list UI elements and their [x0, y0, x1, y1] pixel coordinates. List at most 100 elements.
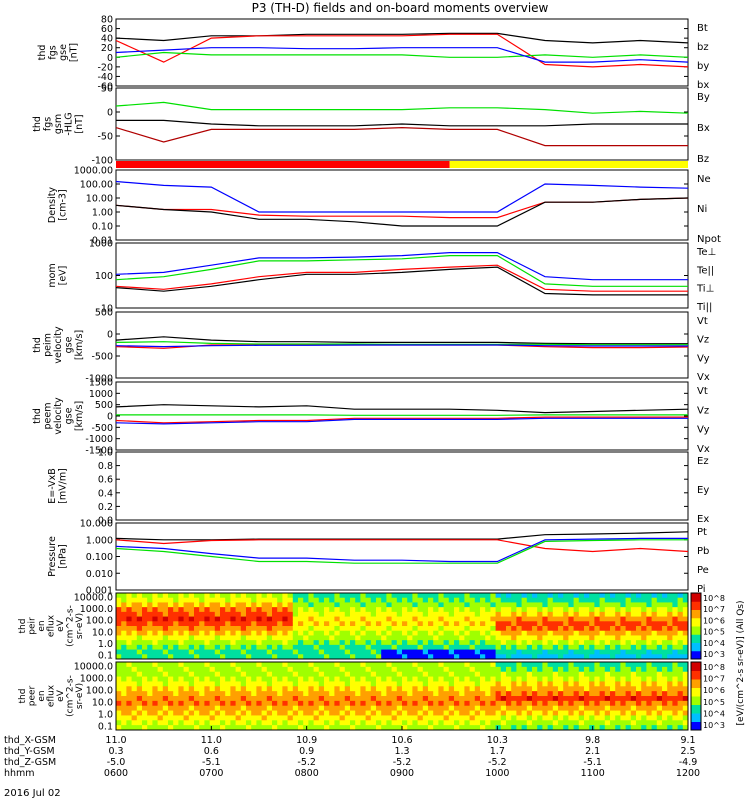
- heat-cell: [417, 696, 424, 702]
- heat-cell: [391, 635, 398, 641]
- heat-cell: [329, 710, 335, 716]
- heat-cell: [370, 611, 377, 617]
- heat-cell: [511, 662, 517, 668]
- heat-cell: [620, 715, 626, 721]
- heat-cell: [459, 715, 465, 721]
- heat-cell: [615, 686, 621, 692]
- heat-cell: [204, 705, 210, 711]
- heat-cell: [308, 597, 314, 603]
- heat-cell: [209, 666, 216, 673]
- heat-cell: [604, 720, 611, 726]
- heat-cell: [350, 616, 356, 622]
- panel-frame: [115, 18, 689, 87]
- heat-cell: [552, 630, 559, 636]
- heat-cell: [646, 593, 652, 599]
- heat-cell: [511, 705, 517, 711]
- heat-cell: [204, 593, 210, 599]
- heat-cell: [318, 666, 325, 673]
- heat-cell: [407, 691, 413, 697]
- heat-cell: [625, 686, 632, 692]
- heat-cell: [448, 705, 455, 711]
- heat-cell: [615, 602, 621, 608]
- heat-cell: [334, 715, 340, 721]
- heat-cell: [168, 676, 174, 682]
- heat-cell: [214, 662, 221, 668]
- heat-cell: [454, 630, 460, 636]
- heat-cell: [547, 654, 554, 660]
- heat-cell: [589, 681, 595, 687]
- heat-cell: [662, 630, 668, 636]
- heat-cell: [417, 654, 424, 660]
- heat-cell: [516, 611, 522, 617]
- heat-cell: [386, 607, 392, 613]
- heat-cell: [240, 715, 247, 721]
- heat-cell: [469, 593, 476, 599]
- heat-cell: [152, 666, 158, 673]
- heat-cell: [604, 681, 611, 687]
- heat-cell: [610, 654, 616, 660]
- heat-cell: [667, 621, 673, 627]
- heat-cell: [500, 666, 507, 673]
- heat-cell: [292, 616, 299, 622]
- heat-cell: [350, 602, 356, 608]
- x-tick-label: 2.1: [585, 746, 600, 757]
- heat-cell: [610, 621, 616, 627]
- heat-cell: [277, 621, 283, 627]
- heat-cell: [407, 597, 413, 603]
- heat-cell: [220, 654, 226, 660]
- heat-cell: [194, 597, 200, 603]
- heat-cell: [433, 671, 439, 677]
- heat-cell: [240, 607, 247, 613]
- heat-cell: [552, 640, 559, 646]
- heat-cell: [386, 715, 392, 721]
- heat-cell: [474, 616, 481, 622]
- heat-cell: [672, 681, 678, 687]
- heat-cell: [402, 715, 408, 721]
- heat-cell: [667, 696, 673, 702]
- heat-cell: [246, 725, 252, 731]
- heat-cell: [443, 649, 450, 655]
- heat-cell: [220, 691, 226, 697]
- heat-cell: [646, 597, 652, 603]
- heat-cell: [183, 725, 190, 731]
- heat-cell: [599, 597, 606, 603]
- heat-cell: [136, 662, 143, 668]
- heat-cell: [412, 691, 418, 697]
- heat-cell: [173, 602, 179, 608]
- heat-cell: [615, 597, 621, 603]
- heat-cell: [298, 666, 304, 673]
- heat-cell: [620, 616, 626, 622]
- heat-cell: [376, 700, 382, 707]
- heat-cell: [272, 602, 278, 608]
- heat-cell: [272, 696, 278, 702]
- y-tick-label: 1000: [89, 239, 113, 250]
- heat-cell: [194, 710, 200, 716]
- heat-cell: [183, 635, 190, 641]
- heat-cell: [173, 715, 179, 721]
- heat-cell: [344, 607, 351, 613]
- heat-cell: [350, 630, 356, 636]
- heat-cell: [578, 626, 585, 632]
- heat-cell: [474, 654, 481, 660]
- heat-cell: [474, 662, 481, 668]
- heat-cell: [474, 691, 481, 697]
- heat-cell: [199, 671, 205, 677]
- heat-cell: [376, 696, 382, 702]
- heat-cell: [272, 607, 278, 613]
- heat-cell: [162, 607, 169, 613]
- heat-cell: [636, 681, 642, 687]
- heat-cell: [266, 621, 273, 627]
- heat-cell: [448, 607, 455, 613]
- heat-cell: [485, 654, 491, 660]
- heat-cell: [480, 611, 486, 617]
- heat-cell: [318, 630, 325, 636]
- heat-cell: [563, 597, 569, 603]
- heat-cell: [272, 691, 278, 697]
- heat-cell: [162, 597, 169, 603]
- heat-cell: [604, 700, 611, 707]
- heat-cell: [365, 696, 372, 702]
- heat-cell: [490, 621, 496, 627]
- heat-cell: [240, 710, 247, 716]
- heat-cell: [511, 681, 517, 687]
- heat-cell: [194, 607, 200, 613]
